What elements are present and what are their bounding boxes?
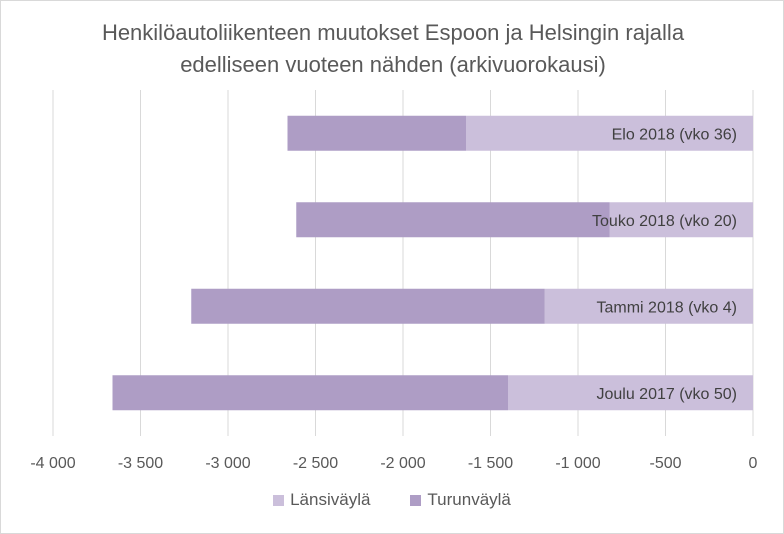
bar-turunvayla: [191, 288, 545, 324]
x-tick-label: -2 500: [293, 455, 338, 472]
bar-lansivayla: [508, 375, 753, 411]
bars: [112, 115, 753, 411]
x-tick-label: -500: [649, 455, 681, 472]
x-tick-label: -2 000: [380, 455, 425, 472]
x-tick-label: 0: [749, 455, 758, 472]
x-tick-label: -3 500: [118, 455, 163, 472]
bar-turunvayla: [287, 115, 466, 151]
bar-turunvayla: [112, 375, 508, 411]
chart-title: Henkilöautoliikenteen muutokset Espoon j…: [1, 17, 784, 81]
bar-lansivayla: [466, 115, 753, 151]
bar-turunvayla: [296, 202, 610, 238]
category-labels: Elo 2018 (vko 36) Touko 2018 (vko 20) Tamm…: [592, 126, 737, 403]
legend: Länsiväylä Turunväylä: [0, 490, 784, 510]
bar-lansivayla: [544, 288, 753, 324]
legend-label: Länsiväylä: [290, 490, 371, 509]
category-label: Tammi 2018 (vko 4): [597, 299, 738, 316]
legend-swatch: [273, 494, 285, 506]
legend-item-lansivayla: Länsiväylä: [273, 490, 370, 510]
legend-label: Turunväylä: [427, 490, 511, 509]
x-tick-label: -3 000: [205, 455, 250, 472]
category-label: Elo 2018 (vko 36): [612, 126, 737, 143]
x-tick-label: -1 500: [468, 455, 513, 472]
x-tick-label: -1 000: [555, 455, 600, 472]
chart-title-line-2: edelliseen vuoteen nähden (arkivuorokaus…: [180, 52, 606, 77]
category-label: Joulu 2017 (vko 50): [596, 386, 737, 403]
legend-item-turunvayla: Turunväylä: [410, 490, 511, 510]
x-tick-label: -4 000: [30, 455, 75, 472]
x-axis-ticks: -4 000 -3 500 -3 000 -2 500 -2 000 -1 500 -1 0…: [30, 455, 757, 472]
category-label: Touko 2018 (vko 20): [592, 213, 737, 230]
legend-swatch: [410, 494, 422, 506]
chart-title-line-1: Henkilöautoliikenteen muutokset Espoon j…: [101, 20, 685, 45]
bar-lansivayla: [609, 202, 753, 238]
